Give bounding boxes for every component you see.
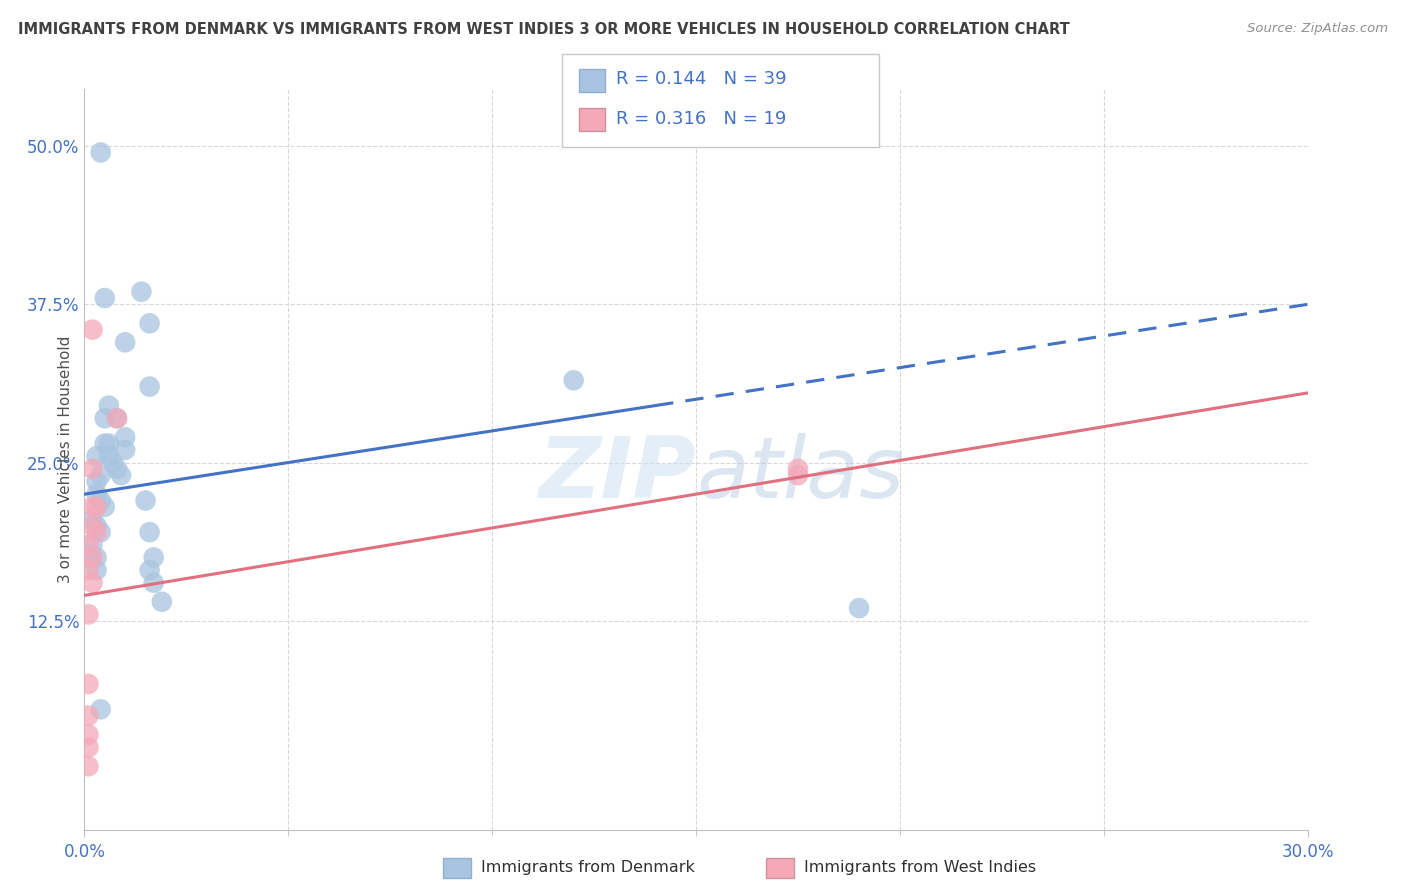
Text: ZIP: ZIP xyxy=(538,433,696,516)
Point xyxy=(86,487,108,501)
Point xyxy=(150,595,173,609)
Point xyxy=(82,512,104,526)
Point xyxy=(138,525,160,540)
Point xyxy=(77,759,100,773)
Point xyxy=(86,525,108,540)
Point xyxy=(77,677,100,691)
Point xyxy=(77,550,100,565)
Point xyxy=(105,411,128,425)
Point xyxy=(142,575,165,590)
Text: Immigrants from West Indies: Immigrants from West Indies xyxy=(804,860,1036,874)
Point xyxy=(135,493,157,508)
Point xyxy=(82,550,104,565)
Point xyxy=(90,525,112,540)
Point xyxy=(86,475,108,489)
Point xyxy=(93,500,115,514)
Point xyxy=(77,708,100,723)
Point xyxy=(114,430,136,444)
Point xyxy=(86,518,108,533)
Point xyxy=(86,550,108,565)
Point xyxy=(138,379,160,393)
Text: R = 0.316   N = 19: R = 0.316 N = 19 xyxy=(616,110,786,128)
Point xyxy=(138,316,160,330)
Point xyxy=(90,145,112,160)
Point xyxy=(105,411,128,425)
Point xyxy=(86,563,108,577)
Text: IMMIGRANTS FROM DENMARK VS IMMIGRANTS FROM WEST INDIES 3 OR MORE VEHICLES IN HOU: IMMIGRANTS FROM DENMARK VS IMMIGRANTS FR… xyxy=(18,22,1070,37)
Point xyxy=(138,563,160,577)
Point xyxy=(101,456,124,470)
Point xyxy=(90,493,112,508)
Point xyxy=(562,373,585,387)
Point xyxy=(97,449,120,463)
Point xyxy=(131,285,153,299)
Point xyxy=(93,291,115,305)
Point xyxy=(787,468,810,483)
Point xyxy=(82,323,104,337)
Point xyxy=(77,563,100,577)
Point xyxy=(90,468,112,483)
Point xyxy=(142,550,165,565)
Point xyxy=(82,518,104,533)
Point xyxy=(86,500,108,514)
Point xyxy=(82,500,104,514)
Text: atlas: atlas xyxy=(696,433,904,516)
Point xyxy=(93,411,115,425)
Point xyxy=(82,575,104,590)
Point xyxy=(77,538,100,552)
Text: Immigrants from Denmark: Immigrants from Denmark xyxy=(481,860,695,874)
Point xyxy=(82,462,104,476)
Point xyxy=(848,601,870,615)
Point xyxy=(114,442,136,457)
Text: Source: ZipAtlas.com: Source: ZipAtlas.com xyxy=(1247,22,1388,36)
Point xyxy=(105,462,128,476)
Point xyxy=(97,436,120,450)
Point xyxy=(86,449,108,463)
Point xyxy=(77,728,100,742)
Point xyxy=(93,436,115,450)
Point xyxy=(114,335,136,350)
Point xyxy=(90,702,112,716)
Point xyxy=(82,538,104,552)
Point xyxy=(97,399,120,413)
Y-axis label: 3 or more Vehicles in Household: 3 or more Vehicles in Household xyxy=(58,335,73,583)
Point xyxy=(787,462,810,476)
Point xyxy=(77,740,100,755)
Point xyxy=(77,607,100,622)
Point xyxy=(110,468,132,483)
Text: R = 0.144   N = 39: R = 0.144 N = 39 xyxy=(616,70,786,88)
